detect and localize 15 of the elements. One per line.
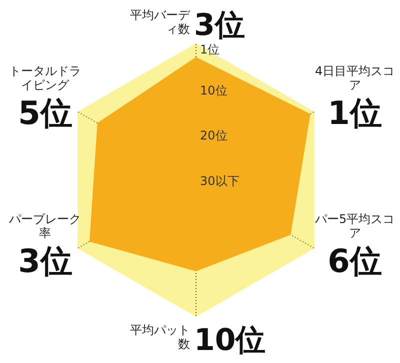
y-tick-label: 1位 bbox=[200, 42, 220, 57]
spoke-label: 平均パット数 bbox=[129, 323, 190, 351]
text: 6位 bbox=[328, 242, 382, 280]
spoke-label: パーブレーク率 bbox=[8, 212, 82, 240]
y-tick-label: 30以下 bbox=[200, 174, 240, 188]
spoke-label: 平均バーディ数 bbox=[129, 8, 190, 36]
y-tick-label: 20位 bbox=[200, 128, 228, 143]
spoke-label: トータルドライビング bbox=[8, 64, 82, 92]
spoke-label: 4日目平均スコア bbox=[314, 64, 395, 92]
text: 1位 bbox=[328, 94, 382, 132]
text: 3位 bbox=[194, 8, 245, 43]
text: 3位 bbox=[18, 242, 72, 280]
y-tick-label: 10位 bbox=[200, 83, 228, 98]
spoke-label: パー5平均スコア bbox=[314, 212, 395, 240]
text: 5位 bbox=[18, 94, 72, 132]
